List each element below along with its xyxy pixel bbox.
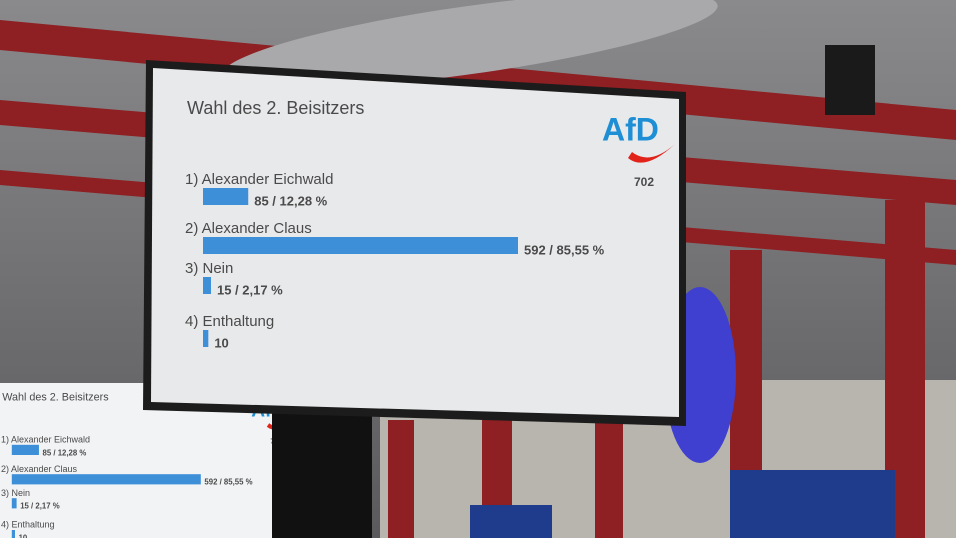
bar bbox=[203, 330, 209, 347]
logo-number: 702 bbox=[634, 175, 654, 189]
category-label: 3) Nein bbox=[185, 260, 233, 277]
category-label: 4) Enthaltung bbox=[185, 313, 274, 330]
bar bbox=[11, 498, 17, 509]
bar bbox=[203, 277, 211, 294]
logo-swoosh bbox=[266, 423, 272, 430]
curtain bbox=[470, 505, 552, 538]
stage-dark bbox=[272, 410, 372, 538]
bar bbox=[11, 474, 201, 485]
category-label: 3) Nein bbox=[1, 488, 30, 498]
value-label: 15 / 2,17 % bbox=[20, 502, 60, 511]
bar bbox=[203, 237, 518, 254]
logo-swoosh bbox=[628, 144, 675, 163]
category-label: 2) Alexander Claus bbox=[1, 464, 78, 474]
logo-number: 702 bbox=[270, 437, 282, 446]
category-label: 1) Alexander Eichwald bbox=[1, 434, 90, 444]
value-label: 10 bbox=[19, 533, 28, 538]
chart-title: Wahl des 2. Beisitzers bbox=[2, 391, 109, 403]
category-label: 1) Alexander Eichwald bbox=[185, 171, 333, 188]
value-label: 10 bbox=[214, 335, 228, 350]
category-label: 2) Alexander Claus bbox=[185, 220, 312, 237]
bar bbox=[11, 444, 39, 455]
side-screen-content: Wahl des 2. Beisitzers 1) Alexander Eichw… bbox=[1, 391, 282, 538]
screen-content: Wahl des 2. Beisitzers 1) Alexander Eichw… bbox=[185, 98, 675, 350]
value-label: 15 / 2,17 % bbox=[217, 282, 283, 297]
value-label: 85 / 12,28 % bbox=[254, 193, 327, 208]
value-label: 85 / 12,28 % bbox=[43, 448, 87, 457]
speaker bbox=[825, 45, 875, 115]
category-label: 4) Enthaltung bbox=[1, 520, 55, 530]
value-label: 592 / 85,55 % bbox=[204, 478, 252, 487]
logo-text: AfD bbox=[602, 111, 659, 147]
value-label: 592 / 85,55 % bbox=[524, 242, 605, 257]
curtain bbox=[730, 470, 895, 538]
chart-title: Wahl des 2. Beisitzers bbox=[187, 98, 364, 118]
duct bbox=[222, 0, 718, 89]
bar bbox=[203, 188, 249, 205]
bar bbox=[11, 530, 15, 538]
